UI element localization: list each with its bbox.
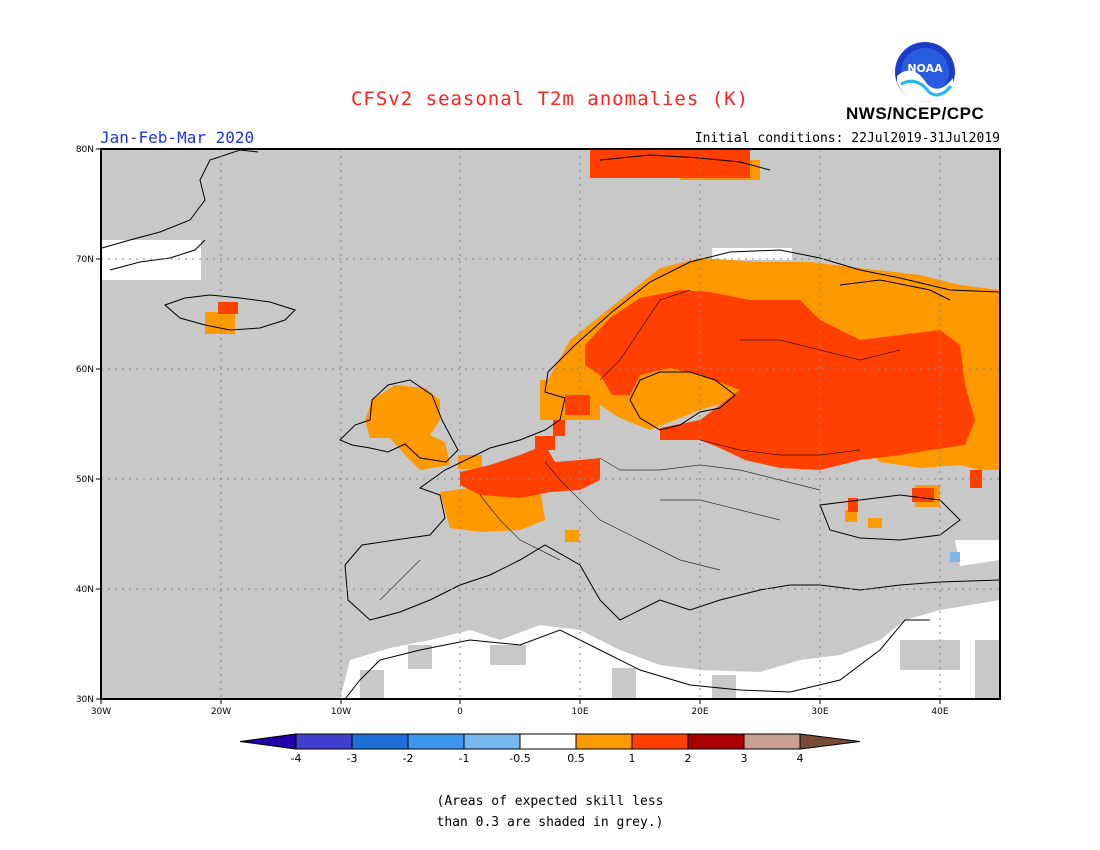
white-anomaly-areas bbox=[101, 240, 1000, 699]
lon-label-30w: 30W bbox=[91, 707, 111, 717]
forecast-period: Jan-Feb-Mar 2020 bbox=[100, 128, 255, 147]
legend-swatch bbox=[687, 733, 745, 750]
lon-label-20e: 20E bbox=[691, 707, 708, 717]
legend-arrow-high bbox=[799, 733, 861, 750]
lon-ticks bbox=[100, 699, 941, 704]
lon-label-10w: 10W bbox=[331, 707, 351, 717]
chart-title: CFSv2 seasonal T2m anomalies (K) bbox=[350, 88, 750, 110]
legend-label: -0.5 bbox=[509, 752, 530, 765]
legend-label: -1 bbox=[459, 752, 470, 765]
noaa-logo: NOAA bbox=[895, 42, 955, 102]
lat-label-50n: 50N bbox=[76, 475, 94, 485]
logo-text: NOAA bbox=[907, 62, 943, 75]
lon-label-30e: 30E bbox=[811, 707, 828, 717]
legend-swatch bbox=[351, 733, 409, 750]
lat-label-80n: 80N bbox=[76, 145, 94, 155]
lon-label-40e: 40E bbox=[931, 707, 948, 717]
footnote-line-1: (Areas of expected skill less bbox=[436, 794, 664, 809]
anomaly-neg-patch bbox=[950, 552, 960, 562]
legend-swatch bbox=[519, 733, 577, 750]
legend-swatch bbox=[631, 733, 689, 750]
legend-swatch bbox=[575, 733, 633, 750]
legend-swatch bbox=[743, 733, 801, 750]
lat-label-70n: 70N bbox=[76, 255, 94, 265]
legend-label: 4 bbox=[797, 752, 804, 765]
legend-swatch bbox=[463, 733, 521, 750]
lat-ticks bbox=[96, 148, 101, 700]
skill-footnote: (Areas of expected skill less than 0.3 a… bbox=[0, 791, 1100, 833]
lon-label-20w: 20W bbox=[211, 707, 231, 717]
legend-label: -3 bbox=[347, 752, 358, 765]
lat-label-30n: 30N bbox=[76, 695, 94, 705]
coastlines bbox=[101, 149, 1000, 699]
country-borders bbox=[379, 289, 901, 601]
graticule bbox=[101, 149, 1000, 699]
grey-skill-patches bbox=[360, 640, 1000, 699]
map-frame bbox=[100, 148, 1001, 700]
legend-swatch bbox=[407, 733, 465, 750]
legend-arrow-low bbox=[239, 733, 297, 750]
legend-swatch bbox=[295, 733, 353, 750]
legend-label: 2 bbox=[685, 752, 692, 765]
footnote-line-2: than 0.3 are shaded in grey.) bbox=[436, 815, 664, 830]
agency-label: NWS/NCEP/CPC bbox=[846, 104, 985, 123]
lon-label-0: 0 bbox=[457, 707, 463, 717]
lat-label-40n: 40N bbox=[76, 585, 94, 595]
lat-label-60n: 60N bbox=[76, 365, 94, 375]
lon-label-10e: 10E bbox=[571, 707, 588, 717]
legend-label: -2 bbox=[403, 752, 414, 765]
legend-label: -4 bbox=[291, 752, 302, 765]
legend-label: 0.5 bbox=[567, 752, 585, 765]
legend-label: 1 bbox=[629, 752, 636, 765]
legend-label: 3 bbox=[741, 752, 748, 765]
initial-conditions: Initial conditions: 22Jul2019-31Jul2019 bbox=[694, 131, 1000, 146]
